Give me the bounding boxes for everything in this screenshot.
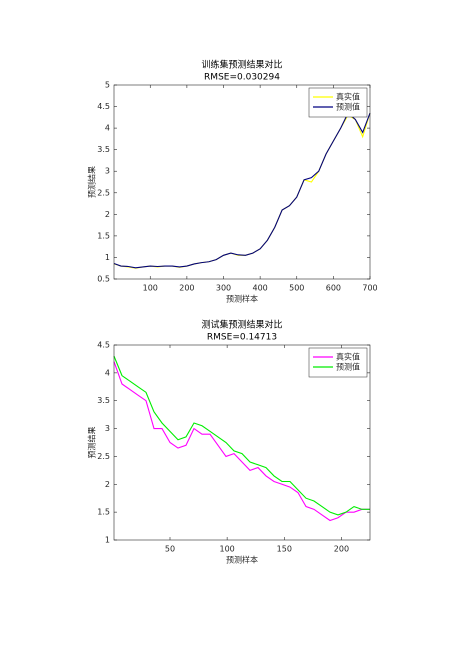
x-tick-label: 200 <box>334 545 349 554</box>
x-tick-label: 100 <box>220 545 235 554</box>
y-tick-label: 2 <box>105 480 110 489</box>
y-tick-label: 4.5 <box>97 102 110 111</box>
x-tick-label: 150 <box>277 545 292 554</box>
y-tick-label: 4 <box>105 368 110 377</box>
y-tick-label: 3.5 <box>97 145 110 154</box>
x-axis-title: 预测样本 <box>226 555 258 565</box>
x-tick-label: 50 <box>165 545 175 554</box>
data-line <box>113 355 370 516</box>
y-tick-label: 3.5 <box>97 396 110 405</box>
y-tick-label: 2.5 <box>97 452 110 461</box>
legend-label: 真实值 <box>336 92 360 102</box>
chart-subtitle: RMSE=0.14713 <box>207 333 277 343</box>
y-tick-label: 0.5 <box>97 275 110 284</box>
legend-label: 预测值 <box>336 102 360 112</box>
legend-label: 真实值 <box>336 352 360 362</box>
x-tick-label: 500 <box>289 284 304 293</box>
x-tick-label: 700 <box>362 284 377 293</box>
data-line <box>113 112 371 269</box>
y-tick-label: 1.5 <box>97 231 110 240</box>
data-line <box>113 361 370 522</box>
x-axis-title: 预测样本 <box>226 294 258 304</box>
x-tick-label: 600 <box>326 284 341 293</box>
plot-area <box>114 345 370 540</box>
y-tick-label: 1.5 <box>97 508 110 517</box>
legend-box <box>308 87 368 118</box>
chart-title: 训练集预测结果对比 <box>201 59 282 71</box>
legend-label: 预测值 <box>336 362 360 372</box>
y-tick-label: 1 <box>105 536 110 545</box>
chart-title: 测试集预测结果对比 <box>201 319 282 331</box>
x-tick-label: 400 <box>252 284 267 293</box>
y-axis-title: 预测结果 <box>87 166 97 198</box>
y-tick-label: 1 <box>105 253 110 262</box>
y-tick-label: 2.5 <box>97 188 110 197</box>
axes-box <box>113 344 371 541</box>
plot-area <box>114 85 370 279</box>
y-tick-label: 3 <box>105 424 110 433</box>
y-tick-label: 2 <box>105 210 110 219</box>
x-tick-label: 200 <box>179 284 194 293</box>
y-tick-label: 4.5 <box>97 341 110 350</box>
y-tick-label: 5 <box>105 81 110 90</box>
legend-box <box>308 347 368 378</box>
x-tick-label: 300 <box>216 284 231 293</box>
chart-subtitle: RMSE=0.030294 <box>204 73 280 83</box>
y-tick-label: 4 <box>105 124 110 133</box>
axes-box <box>113 84 371 280</box>
x-tick-label: 100 <box>143 284 158 293</box>
y-axis-title: 预测结果 <box>87 427 97 459</box>
y-tick-label: 3 <box>105 167 110 176</box>
